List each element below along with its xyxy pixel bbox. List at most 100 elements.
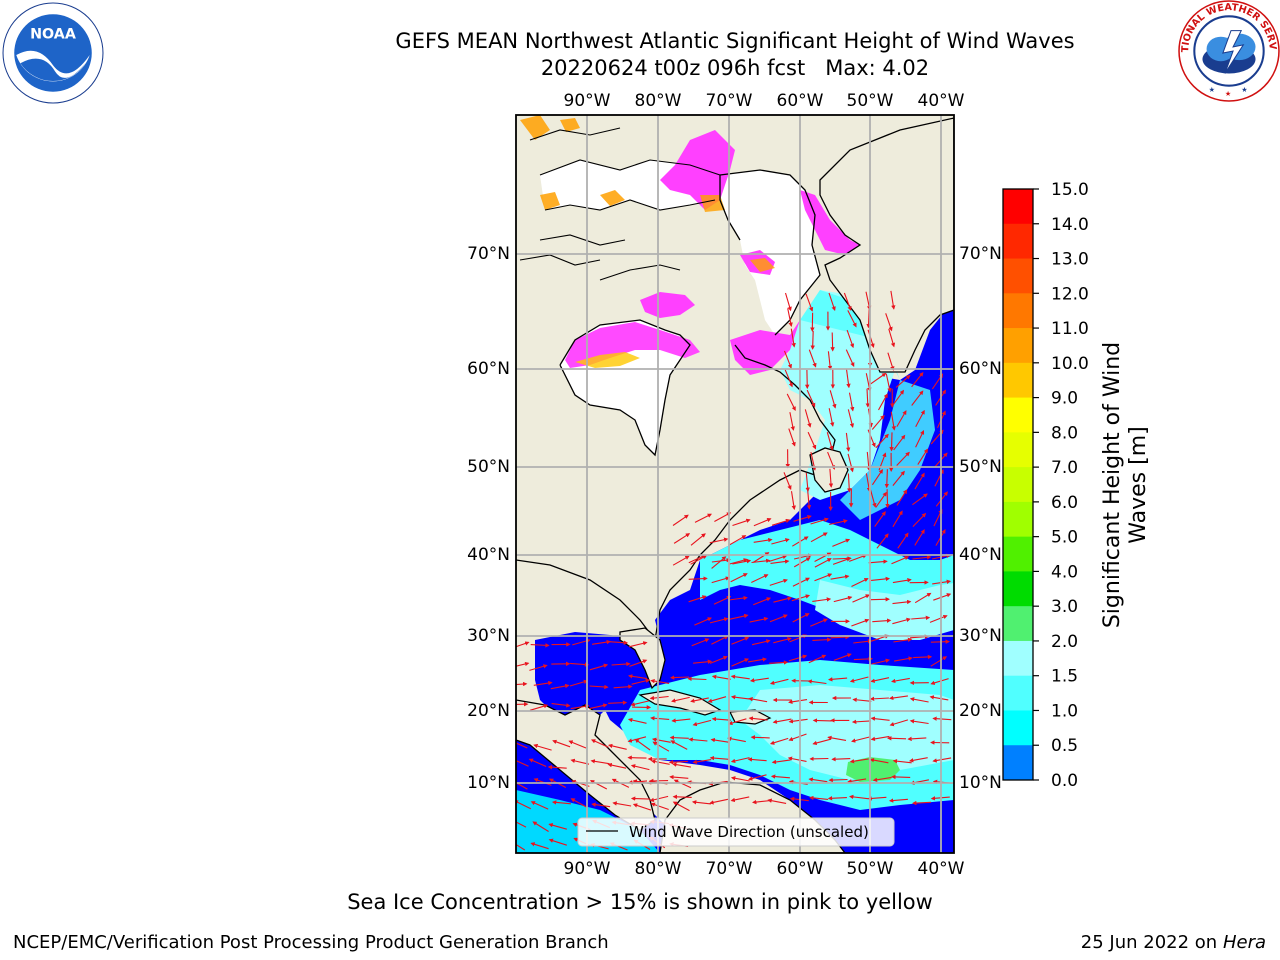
atlantic-band-high [815,580,954,640]
wave-direction-arrow [589,780,608,790]
nws-logo: NATIONAL WEATHER SERVICE ★ ★ ★ [1178,0,1280,102]
svg-text:★: ★ [1241,85,1247,94]
wave-direction-arrow [914,529,925,546]
wave-direction-arrow [694,617,713,626]
wave-direction-arrow [893,434,906,451]
wave-direction-arrow [827,796,847,801]
wave-direction-arrow [911,390,924,406]
wave-direction-arrow [591,802,611,808]
wave-direction-arrow [849,676,869,683]
wave-direction-arrow [714,512,732,522]
sea-ice-labrador [730,320,800,375]
svg-text:★: ★ [1209,85,1215,94]
wave-direction-arrow [748,657,767,663]
wave-direction-arrow [875,433,889,449]
sea-ice-baffin [660,130,735,210]
cuba [638,689,722,716]
colorbar-title-line2: Waves [m] [1126,426,1151,543]
wave-direction-arrow [769,578,788,586]
wave-direction-arrow [688,576,708,581]
wave-direction-arrow [607,762,627,769]
sea-ice-foxe [640,292,695,318]
wave-direction-arrow [793,515,812,522]
wave-direction-arrow [611,661,631,667]
wave-direction-arrow [730,674,750,680]
wave-direction-arrow [909,697,929,703]
wave-direction-arrow [843,292,852,311]
lon-label-bottom: 40°W [918,859,965,879]
colorbar [1003,189,1033,781]
wave-direction-arrow [728,595,748,601]
wave-direction-arrow [688,737,708,742]
wave-direction-arrow [530,643,550,648]
wave-direction-arrow [888,798,908,803]
colorbar-tick-label: 0.5 [1051,736,1078,756]
wave-direction-arrow [874,511,886,527]
colorbar-tick-label: 4.0 [1051,562,1078,582]
wave-direction-arrow [516,701,529,707]
wave-direction-arrow [807,431,817,450]
producer-credit: NCEP/EMC/Verification Post Processing Pr… [13,932,609,953]
wave-direction-arrow [688,595,707,603]
wave-direction-arrow [871,414,885,430]
sea-ice-arctic-orange [520,115,625,210]
wave-direction-arrow [630,764,650,771]
wave-direction-arrow [649,795,669,802]
wave-direction-arrow [829,519,848,526]
wave-direction-arrow [692,759,712,765]
wave-direction-arrow [793,557,811,568]
wave-direction-arrow [912,493,928,506]
wave-direction-arrow [730,757,750,764]
wave-direction-arrow [896,410,907,427]
lon-label-top: 40°W [918,91,965,111]
map-panel: Wind Wave Direction (unscaled) [516,115,954,853]
wave-direction-arrow [789,412,795,431]
wave-direction-arrow [711,716,731,722]
wave-direction-arrow [832,538,851,547]
wave-direction-arrow [812,718,832,723]
wave-direction-arrow [831,756,851,762]
map-frame [515,114,955,854]
sea-ice-hudson-yellow [575,352,640,368]
wave-direction-arrow [897,532,909,549]
wave-direction-arrow [890,290,896,310]
lat-label-right: 50°N [959,457,1002,477]
wave-direction-arrow [749,677,769,683]
generation-date: 25 Jun 2022 on Hera [1081,932,1266,953]
wave-direction-arrow [709,755,729,761]
wave-direction-arrow [788,718,808,724]
wave-direction-arrow [892,758,912,764]
wave-direction-arrow [748,774,767,781]
wave-direction-arrow [806,389,816,408]
wave-direction-arrow [911,371,924,388]
sea-ice-greenland-west [800,190,860,255]
wave-direction-arrow [608,700,628,705]
coastline-arctic-islands [519,127,721,281]
wave-direction-arrow [783,472,792,491]
wave-direction-arrow [853,639,873,644]
wave-direction-arrow [851,618,870,627]
wave-direction-arrow [890,411,896,431]
wave-direction-arrow [589,684,609,690]
map-legend: Wind Wave Direction (unscaled) [577,817,895,847]
wave-direction-arrow [932,716,952,721]
wave-direction-arrow [770,774,790,779]
wave-direction-arrow [851,719,871,724]
wave-direction-arrow [845,369,851,389]
wave-direction-arrow [748,716,768,721]
lon-label-bottom: 90°W [564,859,611,879]
wave-direction-arrow [814,558,832,568]
wave-direction-arrow [913,654,933,660]
wave-direction-arrow [852,697,872,703]
wave-direction-arrow [547,764,567,770]
wave-direction-arrow [751,574,769,583]
wave-direction-arrow [827,735,847,741]
wave-direction-arrow [929,614,948,623]
colorbar-tick-label: 1.5 [1051,667,1078,687]
lon-label-top: 90°W [564,91,611,111]
wave-direction-arrow [552,739,571,748]
wave-direction-arrow [889,695,908,701]
wave-direction-arrow [869,758,889,764]
wave-direction-arrow [784,292,792,312]
wave-direction-arrow [865,388,870,408]
